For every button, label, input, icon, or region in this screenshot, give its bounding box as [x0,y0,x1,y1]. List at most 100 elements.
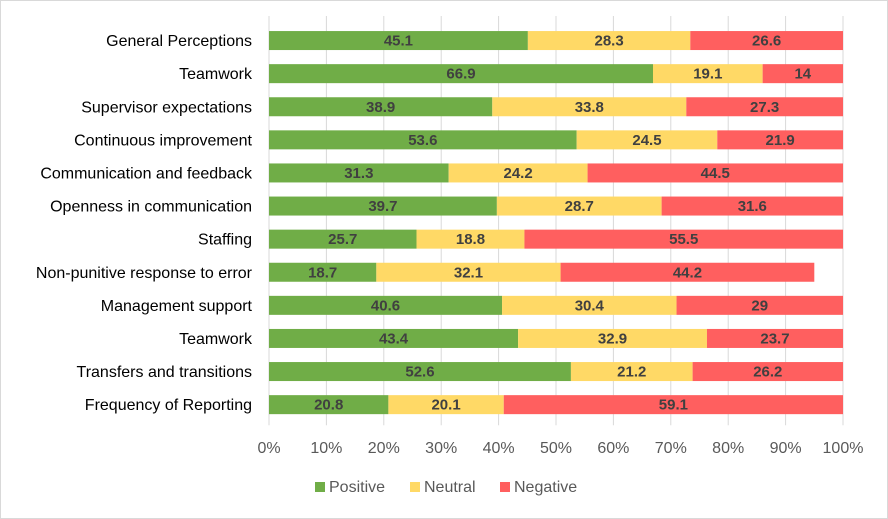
data-label-negative: 14 [794,66,811,83]
bar-negative [706,328,843,348]
data-label-neutral: 19.1 [693,66,722,83]
x-tick-label: 100% [823,440,864,457]
data-label-neutral: 32.9 [598,330,627,347]
gridlines [268,16,844,426]
bar-neutral [576,130,718,150]
bar-positive [269,362,571,382]
legend-label-neutral: Neutral [424,479,476,496]
bar-positive [269,262,377,282]
data-label-positive: 38.9 [366,99,395,116]
bar-negative [503,395,843,415]
legend-label-negative: Negative [514,479,577,496]
category-label: Management support [101,298,253,315]
data-label-neutral: 28.3 [594,33,623,50]
bar-positive [269,163,449,183]
bar-negative [717,130,843,150]
category-label: Communication and feedback [40,165,253,182]
data-label-neutral: 18.8 [456,231,485,248]
data-label-neutral: 24.5 [632,132,661,149]
data-label-positive: 31.3 [344,165,373,182]
x-tick-label: 30% [425,440,457,457]
bar-negative [762,64,843,84]
bar-positive [269,196,497,216]
bar-neutral [492,97,687,117]
data-label-positive: 45.1 [384,33,413,50]
category-label: Non-punitive response to error [36,265,253,282]
data-label-neutral: 21.2 [617,364,646,381]
data-label-positive: 18.7 [308,264,337,281]
x-tick-label: 20% [368,440,400,457]
category-label: Frequency of Reporting [85,397,252,414]
data-label-negative: 26.6 [752,33,781,50]
bar-neutral [416,229,525,249]
x-tick-labels: 0% 10% 20% 30% 40% 50% 60% 70% 80% 90% 100% [257,440,863,457]
data-label-neutral: 20.1 [431,397,460,414]
bar-positive [269,395,389,415]
bars: 45.1 28.3 26.6 66.9 19.1 14 38.9 33.8 27.3 53.6 24… [269,31,843,415]
data-label-neutral: 24.2 [504,165,533,182]
x-tick-label: 90% [770,440,802,457]
data-label-positive: 40.6 [371,297,400,314]
category-label: Teamwork [179,66,253,83]
data-label-positive: 52.6 [405,364,434,381]
bar-neutral [448,163,588,183]
category-label: Staffing [198,232,252,249]
x-tick-label: 60% [597,440,629,457]
data-label-negative: 55.5 [669,231,698,248]
bar-negative [524,229,843,249]
x-tick-label: 70% [655,440,687,457]
bar-neutral [570,362,693,382]
bar-positive [269,97,493,117]
data-label-negative: 29 [751,297,768,314]
data-label-positive: 43.4 [379,330,409,347]
bar-positive [269,295,503,315]
bar-negative [686,97,843,117]
bar-negative [587,163,843,183]
data-label-neutral: 33.8 [575,99,604,116]
data-label-positive: 20.8 [314,397,343,414]
bar-negative [560,262,815,282]
bar-positive [269,31,528,51]
bar-neutral [496,196,662,216]
data-label-positive: 39.7 [368,198,397,215]
legend: Positive Neutral Negative [315,479,577,496]
x-tick-label: 0% [257,440,280,457]
data-label-negative: 27.3 [750,99,779,116]
bar-neutral [502,295,677,315]
bar-positive [269,64,654,84]
data-label-negative: 21.9 [766,132,795,149]
x-tick-label: 80% [712,440,744,457]
data-label-negative: 23.7 [760,330,789,347]
legend-swatch-negative [500,482,510,492]
category-label: Teamwork [179,331,253,348]
bar-positive [269,130,577,150]
bar-neutral [376,262,561,282]
x-tick-label: 10% [310,440,342,457]
bar-negative [661,196,843,216]
category-labels: General Perceptions Teamwork Supervisor ex… [36,33,253,414]
legend-label-positive: Positive [329,479,385,496]
bar-negative [676,295,843,315]
data-label-neutral: 30.4 [575,297,605,314]
data-label-positive: 66.9 [446,66,475,83]
data-label-positive: 53.6 [408,132,437,149]
bar-negative [690,31,843,51]
bar-neutral [388,395,504,415]
data-label-negative: 59.1 [659,397,688,414]
category-label: Continuous improvement [74,132,252,149]
data-label-positive: 25.7 [328,231,357,248]
bar-positive [269,229,417,249]
bar-neutral [527,31,691,51]
legend-swatch-neutral [410,482,420,492]
data-label-negative: 44.5 [701,165,730,182]
bar-neutral [518,328,707,348]
bar-neutral [653,64,763,84]
bar-negative [692,362,843,382]
data-label-neutral: 28.7 [565,198,594,215]
category-label: Openness in communication [50,199,252,216]
data-label-neutral: 32.1 [454,264,483,281]
bar-positive [269,328,519,348]
category-label: General Perceptions [106,33,252,50]
